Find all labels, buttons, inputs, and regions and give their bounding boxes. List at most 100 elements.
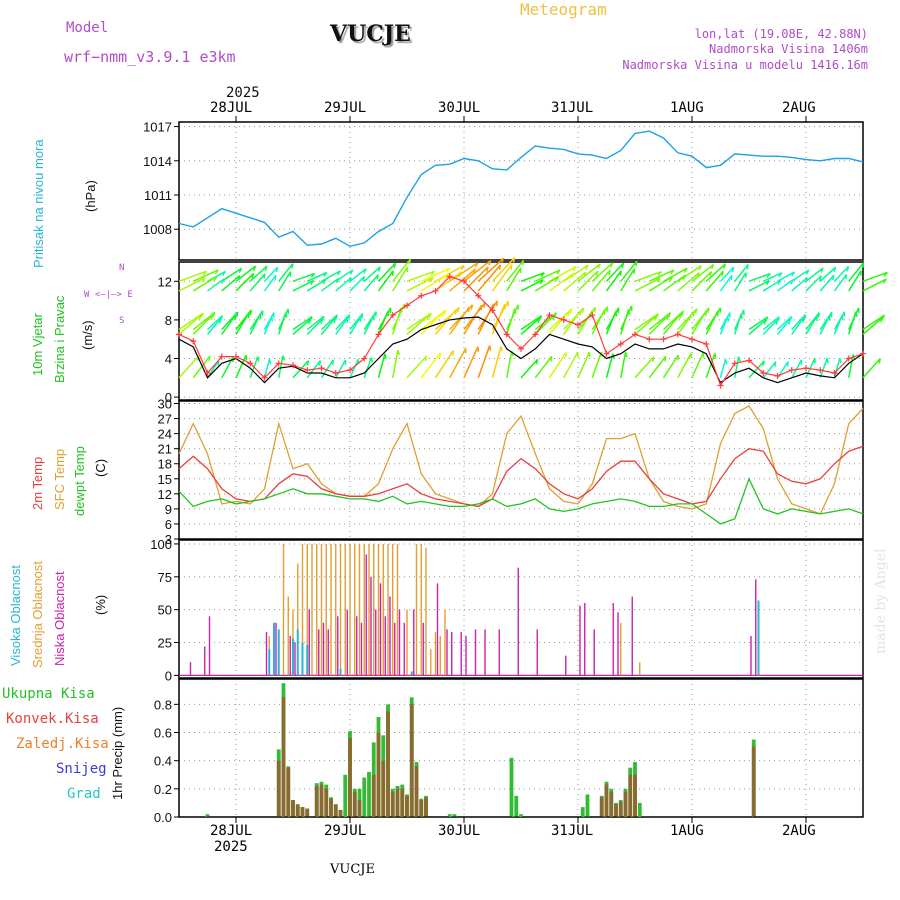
gust-marker (731, 360, 738, 367)
temperature-ytick-label: 21 (158, 442, 172, 457)
wind-arrow (207, 278, 225, 292)
wind-arrow (591, 351, 603, 379)
gust-marker (788, 367, 795, 374)
wind-arrow-head (249, 309, 253, 316)
wind-arrow (791, 317, 805, 335)
wind-arrow-head (307, 319, 312, 325)
wind-arrow (848, 270, 862, 292)
wind-arrow (719, 316, 729, 335)
wind-arrow-head (608, 269, 611, 276)
wind-arrow (249, 310, 264, 330)
wind-arrow-head (778, 272, 783, 278)
wind-arrow (748, 360, 765, 379)
precip-conv-bar (751, 746, 756, 817)
wind-arrow (577, 351, 591, 379)
wind-arrow (206, 318, 222, 335)
wind-arrow (776, 315, 793, 331)
wind-arrow (805, 312, 820, 331)
wind-frame (178, 261, 864, 401)
wind-arrow (263, 316, 273, 335)
precip-conv-bar (324, 788, 329, 817)
wind-arrow (335, 317, 349, 335)
wind-arrow-head (387, 311, 390, 317)
wind-arrow (734, 272, 747, 292)
wind-arrow-head (656, 277, 661, 283)
wind-arrow-head (664, 356, 667, 362)
wind-arrow (663, 274, 686, 292)
wind-arrow-head (264, 265, 268, 272)
wind-arrow (791, 277, 808, 292)
precip-conv-bar (300, 807, 305, 817)
gust-marker (674, 331, 681, 338)
wind-arrow (805, 275, 822, 292)
wind-arrow (221, 311, 239, 331)
bottom-date-label: 29JUL (324, 823, 367, 839)
wind-arrow (762, 316, 780, 331)
wind-arrow-head (555, 276, 559, 282)
wind-arrow (748, 318, 767, 335)
wind-arrow-head (826, 358, 829, 364)
precip-total-bar (585, 794, 590, 817)
top-date-label: 28JUL (210, 100, 253, 116)
wind-arrow (506, 308, 516, 335)
wind-arrow (605, 311, 617, 335)
wind-arrow (833, 274, 848, 292)
precip-total-bar (452, 814, 457, 817)
wind-arrow-head (376, 274, 379, 280)
wind-arrow-head (846, 266, 850, 272)
wind-arrow (320, 317, 336, 335)
gust-marker (845, 355, 852, 362)
wind-arrow (392, 307, 402, 335)
wind-arrow (719, 266, 735, 282)
wind-arrow-head (651, 356, 655, 362)
wind-arrow-head (323, 271, 328, 277)
wind-arrow (563, 264, 589, 282)
clouds-ytick-label: 50 (158, 603, 172, 618)
wind-arrow (363, 314, 375, 335)
precip-total-bar (362, 777, 367, 817)
wind-arrow-head (251, 273, 255, 279)
gust-marker (632, 331, 638, 338)
dewpt-line (178, 477, 864, 525)
temp-2m-line (178, 445, 864, 508)
wind-arrow (292, 316, 313, 331)
gust-line (178, 275, 864, 387)
wind-arrow-head (498, 264, 502, 270)
wind-ytick-label: 8 (165, 313, 172, 328)
wind-arrow-head (424, 355, 428, 362)
wind-arrow-head (430, 270, 436, 276)
wind-arrow (406, 277, 434, 292)
precip-conv-bar (376, 732, 381, 817)
wind-arrow (777, 271, 795, 282)
wind-arrow (463, 266, 489, 292)
sfc-temp-line (178, 405, 864, 515)
gust-marker (176, 331, 182, 338)
wind-arrow (192, 355, 211, 379)
wind-arrow-head (361, 313, 364, 319)
wind-arrow-head (391, 270, 394, 276)
wind-arrow (620, 309, 630, 335)
wind-arrow-head (336, 277, 340, 284)
wind-arrow-head (861, 262, 865, 268)
wind-arrow-head (855, 311, 858, 317)
wind-arrow-head (569, 308, 573, 314)
wind-arrow-head (238, 267, 243, 273)
wind-arrow (192, 275, 218, 292)
wind-arrow-head (694, 308, 698, 314)
wind-arrow-head (621, 262, 625, 269)
wind-arrow-head (446, 267, 451, 273)
wind-arrow-head (820, 267, 824, 273)
wind-arrow (620, 268, 635, 292)
wind-arrow-head (585, 264, 589, 270)
gust-marker (703, 341, 710, 348)
wind-arrow (677, 272, 700, 292)
wind-arrow-head (669, 276, 673, 282)
wind-arrow-head (460, 265, 465, 271)
wind-arrow-head (627, 309, 631, 315)
wind-arrow-head (384, 353, 387, 359)
wind-arrow-head (488, 345, 492, 351)
gust-marker (304, 367, 311, 374)
wind-arrow-head (393, 262, 397, 269)
precip-conv-bar (628, 774, 633, 817)
wind-arrow (833, 357, 841, 378)
